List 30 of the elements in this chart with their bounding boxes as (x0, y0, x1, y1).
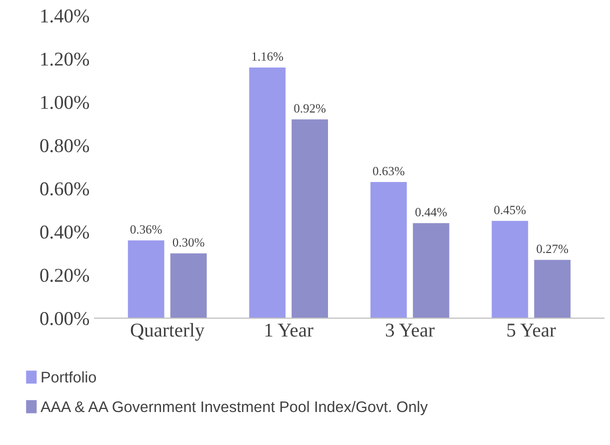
text: 0.44% (415, 208, 447, 216)
text: 0.27% (536, 244, 568, 254)
bar (534, 260, 571, 318)
x-tick-label: 1 Year (265, 324, 314, 337)
y-tick-label: 0.80% (40, 139, 90, 152)
bar (370, 182, 407, 318)
bar (249, 67, 286, 318)
x-tick-label: 3 Year (386, 324, 435, 337)
bar (292, 119, 328, 318)
y-tick-label: 1.00% (41, 96, 90, 110)
y-tick-label: 0.60% (40, 182, 90, 196)
x-tick-label: Quarterly (130, 323, 204, 341)
text: 0.63% (372, 166, 404, 176)
legend-label: AAA & AA Government Investment Pool Index/Govt. Only (40, 400, 428, 416)
y-tick-label: 0.00% (40, 312, 90, 326)
bar (128, 240, 164, 318)
text: 0.92% (294, 104, 326, 113)
text: 1.16% (252, 52, 284, 61)
bar (170, 253, 207, 318)
x-tick-label: 5 Year (507, 324, 556, 337)
y-tick-label: 1.40% (41, 9, 90, 23)
text: 0.45% (494, 206, 526, 214)
y-tick-label: 1.20% (41, 52, 90, 66)
y-tick-label: 0.40% (40, 226, 90, 239)
bar (492, 220, 528, 318)
text: 0.30% (172, 238, 204, 247)
y-tick-label: 0.20% (40, 268, 90, 282)
text: 0.36% (130, 225, 162, 234)
legend-label: Portfolio (42, 371, 96, 383)
bar (412, 223, 450, 318)
